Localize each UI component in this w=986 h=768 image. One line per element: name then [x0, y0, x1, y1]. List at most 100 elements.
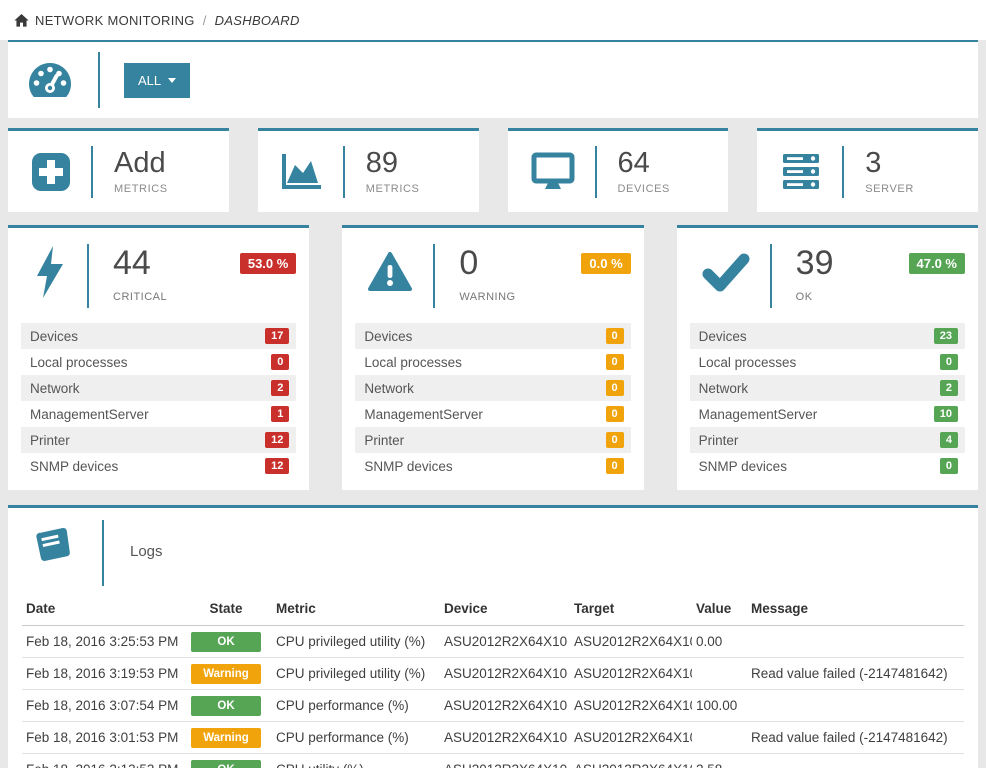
status-badge: Warning — [191, 727, 261, 748]
log-date: Feb 18, 2016 2:13:53 PM — [22, 753, 180, 768]
log-message: Read value failed (-2147481642) — [747, 657, 964, 690]
log-device: ASU2012R2X64X10 — [440, 689, 570, 722]
breadcrumb-bar: NETWORK MONITORING / DASHBOARD — [0, 0, 986, 40]
log-metric: CPU privileged utility (%) — [272, 657, 440, 690]
card-value: 3 — [865, 146, 882, 179]
list-item[interactable]: Local processes 0 — [21, 349, 296, 375]
log-row[interactable]: Feb 18, 2016 3:07:54 PM OK CPU performan… — [22, 689, 964, 722]
logs-header: Logs — [22, 508, 964, 586]
list-item[interactable]: Devices 23 — [689, 323, 965, 349]
category-label: Local processes — [698, 354, 797, 370]
warning-triangle-icon — [367, 244, 413, 300]
list-item[interactable]: ManagementServer 0 — [355, 401, 630, 427]
ok-percent-badge: 47.0 % — [908, 253, 965, 274]
breadcrumb-section[interactable]: NETWORK MONITORING — [35, 12, 195, 28]
card-value: 64 — [617, 146, 650, 179]
card-metrics-count[interactable]: 89 METRICS — [257, 128, 479, 212]
log-row[interactable]: Feb 18, 2016 3:25:53 PM OK CPU privilege… — [22, 625, 964, 658]
log-state: Warning — [180, 657, 272, 690]
divider — [594, 145, 597, 198]
list-item[interactable]: Printer 12 — [21, 427, 297, 453]
log-state: OK — [180, 689, 272, 722]
divider — [91, 145, 93, 198]
divider — [842, 145, 845, 198]
panel-ok: 39 OK 47.0 % Devices 23 Local processes 0 … — [676, 225, 978, 490]
log-device: ASU2012R2X64X10 — [440, 657, 570, 690]
chevron-down-icon — [168, 77, 177, 83]
count-badge: 1 — [271, 406, 290, 422]
warning-category-list: Devices 0 Local processes 0 Network 0 Manag… — [355, 323, 631, 479]
col-target: Target — [570, 597, 692, 626]
count-badge: 0 — [271, 354, 290, 370]
category-label: Network — [698, 380, 749, 396]
log-state: Warning — [180, 721, 272, 754]
log-metric: CPU performance (%) — [272, 689, 440, 722]
panel-critical-header: 44 CRITICAL — [21, 228, 296, 308]
log-message — [747, 689, 964, 722]
status-badge: Warning — [191, 663, 261, 684]
list-item[interactable]: Network 2 — [689, 375, 965, 401]
list-item[interactable]: Devices 0 — [355, 323, 631, 349]
log-device: ASU2012R2X64X10 — [440, 721, 570, 754]
filter-all-dropdown[interactable]: ALL — [124, 62, 191, 98]
category-label: Printer — [698, 432, 739, 448]
breadcrumb: NETWORK MONITORING / DASHBOARD — [14, 13, 300, 28]
list-item[interactable]: Network 2 — [21, 375, 297, 401]
list-item[interactable]: Printer 0 — [355, 427, 631, 453]
log-row[interactable]: Feb 18, 2016 3:01:53 PM Warning CPU perf… — [22, 721, 964, 754]
home-icon[interactable] — [14, 13, 29, 28]
count-badge: 0 — [605, 406, 624, 422]
card-label: METRICS — [114, 182, 168, 195]
list-item[interactable]: SNMP devices 0 — [690, 453, 965, 479]
count-badge: 4 — [939, 432, 958, 448]
critical-percent-badge: 53.0 % — [239, 253, 297, 274]
panel-ok-header: 39 OK — [690, 228, 965, 308]
card-add-metrics[interactable]: Add METRICS — [8, 128, 229, 212]
col-value: Value — [692, 597, 747, 626]
list-item[interactable]: Local processes 0 — [690, 349, 965, 375]
log-date: Feb 18, 2016 3:07:54 PM — [22, 689, 180, 722]
count-badge: 2 — [271, 380, 290, 396]
list-item[interactable]: Local processes 0 — [355, 349, 630, 375]
logs-title: Logs — [130, 543, 163, 560]
list-item[interactable]: Network 0 — [355, 375, 631, 401]
breadcrumb-separator: / — [202, 12, 207, 28]
card-devices-count[interactable]: 64 DEVICES — [507, 128, 729, 212]
category-label: SNMP devices — [364, 458, 453, 474]
card-value: 89 — [365, 146, 399, 179]
list-item[interactable]: Devices 17 — [21, 323, 297, 349]
log-device: ASU2012R2X64X10 — [440, 625, 570, 658]
divider — [342, 145, 345, 198]
list-item[interactable]: ManagementServer 1 — [21, 401, 296, 427]
logs-header-row: Date State Metric Device Target Value Me… — [22, 597, 964, 626]
col-metric: Metric — [272, 597, 440, 626]
category-label: ManagementServer — [698, 406, 818, 422]
status-badge: OK — [191, 631, 261, 652]
card-value: Add — [114, 146, 166, 179]
log-row[interactable]: Feb 18, 2016 3:19:53 PM Warning CPU priv… — [22, 657, 964, 690]
list-item[interactable]: SNMP devices 12 — [21, 453, 296, 479]
list-item[interactable]: Printer 4 — [689, 427, 965, 453]
count-badge: 0 — [605, 458, 624, 474]
gauge-icon — [28, 58, 72, 102]
filter-panel: ALL — [8, 40, 978, 118]
col-device: Device — [440, 597, 570, 626]
log-value — [692, 721, 747, 754]
log-date: Feb 18, 2016 3:19:53 PM — [22, 657, 180, 690]
count-badge: 2 — [939, 380, 958, 396]
count-badge: 0 — [939, 354, 958, 370]
card-server-count[interactable]: 3 SERVER — [757, 128, 978, 212]
category-label: Network — [364, 380, 414, 396]
breadcrumb-current: DASHBOARD — [214, 12, 300, 28]
count-badge: 0 — [605, 380, 624, 396]
category-label: Local processes — [364, 354, 462, 370]
list-item[interactable]: SNMP devices 0 — [355, 453, 630, 479]
list-item[interactable]: ManagementServer 10 — [690, 401, 965, 427]
critical-label: CRITICAL — [113, 291, 168, 303]
card-label: SERVER — [865, 182, 914, 195]
category-label: ManagementServer — [364, 406, 483, 422]
log-state: OK — [180, 753, 272, 768]
log-row[interactable]: Feb 18, 2016 2:13:53 PM OK CPU utility (… — [22, 753, 964, 768]
count-badge: 23 — [933, 328, 958, 344]
log-value — [692, 657, 747, 690]
